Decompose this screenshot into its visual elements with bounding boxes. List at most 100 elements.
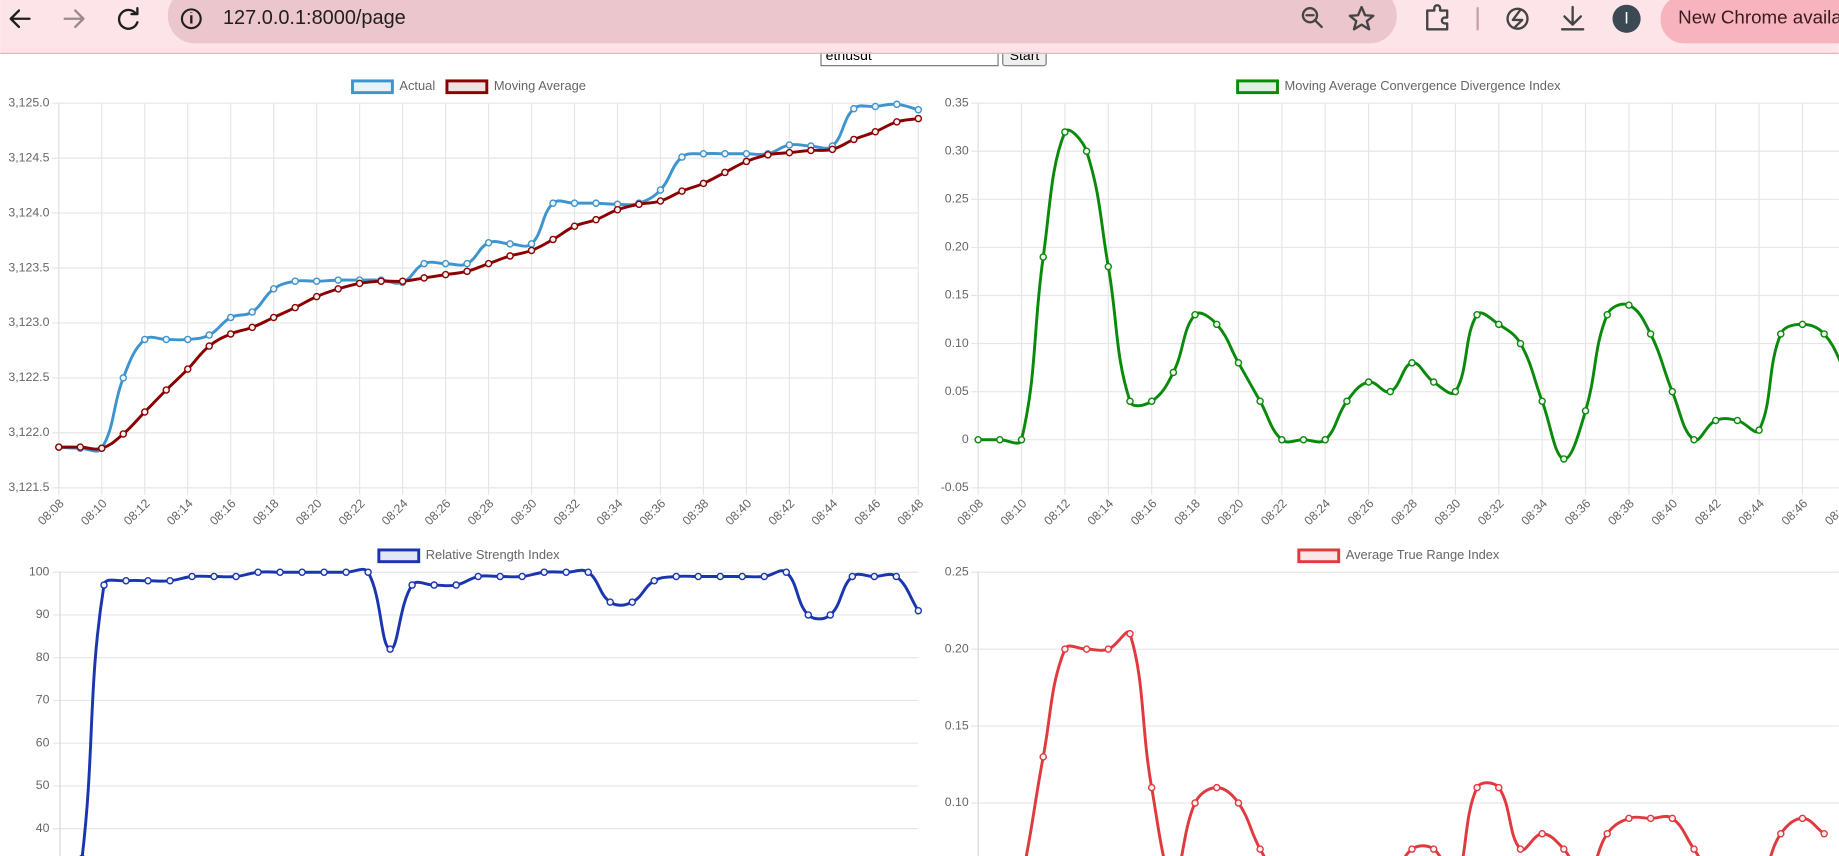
data-point — [141, 408, 149, 416]
x-tick-label: 08:22 — [336, 496, 368, 528]
x-tick-label: 08:10 — [998, 496, 1030, 528]
y-tick-label: 0.15 — [945, 288, 969, 302]
data-point — [162, 386, 171, 394]
data-point — [1625, 301, 1633, 309]
x-tick-label: 08:44 — [809, 496, 841, 528]
data-point — [1234, 359, 1243, 367]
y-tick-label: 0.25 — [945, 192, 969, 206]
data-point — [1234, 799, 1243, 807]
y-tick-label: 0.20 — [945, 641, 969, 655]
x-tick-label: 08:08 — [35, 496, 67, 528]
data-point — [1711, 416, 1720, 425]
performance-icon[interactable] — [1506, 7, 1529, 30]
y-tick-label: 0.35 — [945, 95, 969, 109]
data-point — [871, 102, 880, 111]
reload-button[interactable] — [117, 7, 139, 30]
back-button[interactable] — [9, 9, 31, 29]
site-info-icon[interactable] — [180, 8, 202, 30]
data-point — [1798, 320, 1807, 329]
data-point — [721, 168, 729, 177]
profile-avatar[interactable] — [1612, 4, 1641, 33]
data-point — [166, 577, 174, 585]
x-tick-label: 08:40 — [1649, 496, 1681, 528]
x-tick-label: 08:38 — [680, 496, 712, 528]
zoom-icon[interactable] — [1301, 7, 1319, 24]
data-point — [1538, 830, 1546, 838]
grid — [52, 571, 919, 856]
series-line — [1024, 630, 1826, 856]
download-icon[interactable] — [1560, 5, 1585, 31]
data-point — [1820, 330, 1828, 338]
update-button[interactable] — [1660, 0, 1839, 44]
data-point — [518, 572, 526, 581]
data-point — [1104, 262, 1113, 271]
y-tick-label: 3,122.5 — [8, 370, 49, 384]
y-tick-label: 0.30 — [945, 144, 969, 158]
data-point — [1777, 330, 1785, 338]
x-tick-label: 08:24 — [379, 496, 411, 528]
data-point — [1343, 397, 1351, 406]
forward-button[interactable] — [63, 9, 85, 29]
data-point — [914, 114, 923, 123]
data-point — [1104, 645, 1113, 653]
data-point — [420, 259, 428, 268]
data-point — [119, 374, 128, 382]
x-tick-label: 08:18 — [250, 496, 282, 528]
address-bar[interactable] — [167, 0, 1397, 44]
data-point — [205, 331, 213, 339]
y-tick-label: 3,121.5 — [8, 480, 49, 494]
data-point — [1321, 435, 1329, 444]
x-tick-label: 08:14 — [1085, 496, 1117, 528]
extensions-icon[interactable] — [1426, 4, 1449, 31]
data-point — [699, 179, 708, 188]
grid — [971, 102, 1839, 495]
legend: Actual Moving Average — [351, 78, 586, 95]
legend: Relative Strength Index — [377, 547, 560, 564]
data-point — [1581, 407, 1590, 415]
data-point — [484, 238, 493, 247]
data-point — [1495, 783, 1503, 792]
data-point — [441, 259, 450, 268]
bookmark-star[interactable] — [1348, 5, 1375, 31]
data-point — [226, 330, 235, 338]
data-point — [1560, 845, 1568, 853]
data-point — [474, 572, 482, 581]
data-point — [694, 572, 702, 581]
data-point — [1625, 814, 1633, 823]
data-point — [584, 568, 592, 576]
data-point — [1451, 387, 1460, 396]
data-point — [144, 577, 152, 585]
y-tick-label: 60 — [36, 735, 50, 749]
data-point — [785, 141, 794, 149]
data-point — [613, 206, 622, 214]
legend-label: Relative Strength Index — [426, 547, 560, 562]
legend-label: Average True Range Index — [1346, 547, 1500, 562]
y-tick-label: 0.15 — [945, 718, 969, 732]
data-point — [1690, 435, 1698, 444]
legend-swatch — [377, 548, 421, 564]
data-point — [1061, 645, 1069, 653]
data-point — [312, 292, 321, 301]
data-point — [1603, 830, 1611, 838]
legend-label: Moving Average — [494, 78, 586, 93]
x-tick-label: 08:36 — [1562, 496, 1594, 528]
x-tick-label: 08:22 — [1258, 496, 1290, 528]
data-point — [650, 577, 658, 585]
x-tick-label: 08:42 — [766, 496, 798, 528]
data-point — [592, 215, 600, 224]
legend-swatch — [1236, 79, 1279, 95]
data-point — [606, 598, 614, 606]
grid — [51, 102, 919, 495]
data-point — [1516, 339, 1525, 348]
x-tick-label: 08:46 — [1779, 496, 1811, 528]
data-point — [850, 135, 858, 144]
data-point — [183, 365, 192, 373]
y-tick-label: 3,123.0 — [8, 315, 49, 329]
chart: -0.05 0 0.05 0.10 0.15 0.20 0.25 0.30 0.35 08:08 0… — [941, 78, 1839, 528]
data-point — [188, 572, 196, 581]
x-tick-label: 08:28 — [1388, 496, 1420, 528]
x-tick-label: 08:08 — [954, 496, 986, 528]
marks — [55, 100, 923, 453]
data-point — [656, 186, 665, 194]
